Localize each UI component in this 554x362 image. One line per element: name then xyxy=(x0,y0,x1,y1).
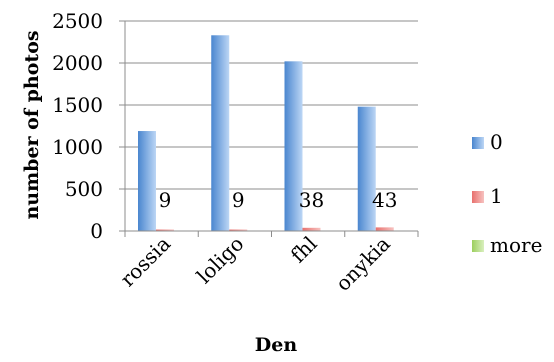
x-tick-label: onykia xyxy=(331,232,395,296)
bars xyxy=(138,35,394,231)
x-tick-label: loligo xyxy=(192,232,249,289)
axes xyxy=(124,21,419,237)
y-tick-labels: 0 500 1000 1500 2000 2500 xyxy=(52,9,103,243)
y-tick-label: 2000 xyxy=(52,51,103,75)
legend-swatch xyxy=(472,191,484,203)
data-label: 43 xyxy=(372,188,397,212)
x-axis-title: Den xyxy=(255,334,298,356)
legend-swatch xyxy=(472,240,484,252)
bar-rossia-series-1 xyxy=(156,229,174,231)
bar-onykia-series-0 xyxy=(357,106,376,231)
bar-rossia-series-0 xyxy=(138,131,156,231)
bar-loligo-series-0 xyxy=(211,35,230,231)
data-label: 9 xyxy=(232,188,245,212)
x-tick-labels: rossia loligo fhl onykia xyxy=(115,232,395,296)
y-tick-label: 1500 xyxy=(52,93,103,117)
x-tick-label: fhl xyxy=(286,232,322,268)
legend-label: more xyxy=(490,233,542,257)
y-tick-label: 0 xyxy=(90,219,103,243)
legend: 0 1 more xyxy=(472,130,542,257)
legend-swatch xyxy=(472,137,484,149)
x-tick-label: rossia xyxy=(115,232,175,292)
bar-fhl-series-0 xyxy=(284,61,303,231)
y-tick-label: 2500 xyxy=(52,9,103,33)
data-label: 38 xyxy=(299,188,324,212)
bar-fhl-series-1 xyxy=(302,227,321,231)
data-labels: 9 9 38 43 xyxy=(159,188,398,212)
legend-label: 1 xyxy=(490,184,503,208)
y-tick-label: 1000 xyxy=(52,135,103,159)
data-label: 9 xyxy=(159,188,172,212)
legend-label: 0 xyxy=(490,130,503,154)
bar-onykia-series-1 xyxy=(375,227,394,231)
y-tick-label: 500 xyxy=(65,177,103,201)
y-axis-title: number of photos xyxy=(21,30,43,219)
bar-loligo-series-1 xyxy=(229,229,248,231)
